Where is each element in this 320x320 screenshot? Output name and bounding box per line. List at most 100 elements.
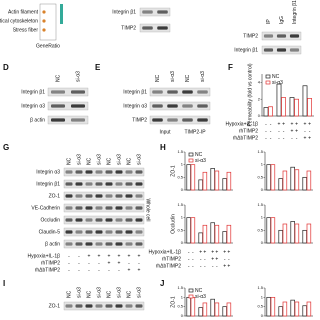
condition-label: rhTIMP2 <box>41 260 60 266</box>
blot-band <box>125 206 133 210</box>
condition-sign: + <box>227 263 230 269</box>
y-tick-label: 0.5 <box>177 227 183 232</box>
blot-band <box>75 304 83 308</box>
y-axis-label: Permeability (fold vs control) <box>247 63 253 126</box>
blot-strip <box>63 215 145 225</box>
x-axis-label: GeneRatio <box>36 43 60 49</box>
row-label: VE-Cadherin <box>31 205 60 211</box>
blot-band <box>51 118 65 122</box>
lane-label: Integrin β1 <box>292 0 298 24</box>
blot-band <box>152 104 163 108</box>
lane-label: si-α3 <box>136 287 142 298</box>
bar <box>186 164 191 191</box>
condition-sign: + <box>215 249 218 255</box>
condition-label: rhTIMP2 <box>162 256 181 262</box>
blot-strip <box>149 115 211 125</box>
blot-band <box>71 104 85 108</box>
row-label: TIMP2 <box>132 117 147 123</box>
y-axis-label: ZO-1 <box>170 296 176 308</box>
condition-sign: - <box>270 135 272 141</box>
lane-label: NC <box>86 290 92 298</box>
bar <box>210 298 215 317</box>
blot-band <box>135 194 143 198</box>
y-tick-label: 1.5 <box>177 202 183 207</box>
blot-band <box>289 48 300 52</box>
blot-band <box>105 206 113 210</box>
condition-label: Hypoxia+IL-1β <box>28 253 61 259</box>
y-tick-label: 1 <box>181 294 184 299</box>
condition-sign: - <box>68 253 70 259</box>
blot-strip <box>63 227 145 237</box>
blot-band <box>85 242 93 246</box>
blot-band <box>167 104 178 108</box>
bar <box>294 98 299 117</box>
blot-band <box>95 304 103 308</box>
enrichment-dot <box>42 10 46 14</box>
condition-sign: + <box>138 253 141 259</box>
bar <box>302 176 307 191</box>
blot-band <box>182 104 193 108</box>
lane-label: NC <box>66 290 72 298</box>
y-tick-label: 0.5 <box>257 174 263 179</box>
row-label: TIMP2 <box>243 33 258 39</box>
blot-band <box>105 230 113 234</box>
blot-strip <box>47 87 89 97</box>
legend-swatch <box>188 288 194 293</box>
condition-sign: - <box>265 121 267 127</box>
condition-sign: + <box>203 249 206 255</box>
bar <box>190 217 196 244</box>
blot-band <box>167 90 178 94</box>
blot-band <box>125 170 133 174</box>
blot-band <box>105 218 113 222</box>
blot-band <box>115 194 123 198</box>
bar <box>210 222 215 244</box>
panel-label: D <box>3 63 9 72</box>
blot-band <box>115 230 123 234</box>
bar <box>202 171 208 191</box>
group-label: TIMP2-IP <box>184 129 206 135</box>
condition-label: rhΔbTIMP2 <box>35 267 61 273</box>
term-label: Cortical cytoskeleton <box>0 18 38 24</box>
bar <box>282 170 288 191</box>
y-tick-label: 0 <box>261 187 264 192</box>
lane-label: NC <box>126 157 132 165</box>
bar <box>186 296 191 317</box>
lane-label: si-α3 <box>200 71 206 82</box>
blot-band <box>135 206 143 210</box>
y-tick-label: 1 <box>181 215 184 220</box>
bar <box>214 224 220 244</box>
y-tick-label: 1.5 <box>257 202 263 207</box>
blot-band <box>157 10 168 14</box>
condition-sign: + <box>308 135 311 141</box>
condition-sign: - <box>188 249 190 255</box>
condition-sign: + <box>295 121 298 127</box>
bar <box>290 221 295 244</box>
condition-label: Hypoxia+IL-1β <box>149 249 182 255</box>
lane-label: NC <box>185 74 191 82</box>
panel-label: E <box>95 63 101 72</box>
lane-label: si-α3 <box>75 71 81 82</box>
legend-swatch <box>188 152 194 157</box>
group-label: Input <box>159 129 171 135</box>
blot-band <box>115 304 123 308</box>
panel-label: J <box>160 279 164 288</box>
bar <box>266 296 271 317</box>
condition-sign: - <box>88 267 90 273</box>
blot-band <box>167 118 178 122</box>
blot-band <box>263 48 274 52</box>
condition-sign: - <box>278 128 280 134</box>
term-label: Actin filament <box>8 9 39 15</box>
row-label: Integrin α3 <box>123 103 147 109</box>
blot-band <box>75 218 83 222</box>
condition-label: rhTIMP2 <box>239 128 258 134</box>
row-label: TIMP2 <box>121 25 136 31</box>
bar <box>190 296 196 317</box>
blot-band <box>85 304 93 308</box>
condition-sign: - <box>88 260 90 266</box>
y-tick-label: 0 <box>258 113 261 118</box>
blot-band <box>152 90 163 94</box>
blot-strip <box>47 101 89 111</box>
bar <box>278 178 283 191</box>
blot-band <box>75 206 83 210</box>
blot-band <box>135 242 143 246</box>
